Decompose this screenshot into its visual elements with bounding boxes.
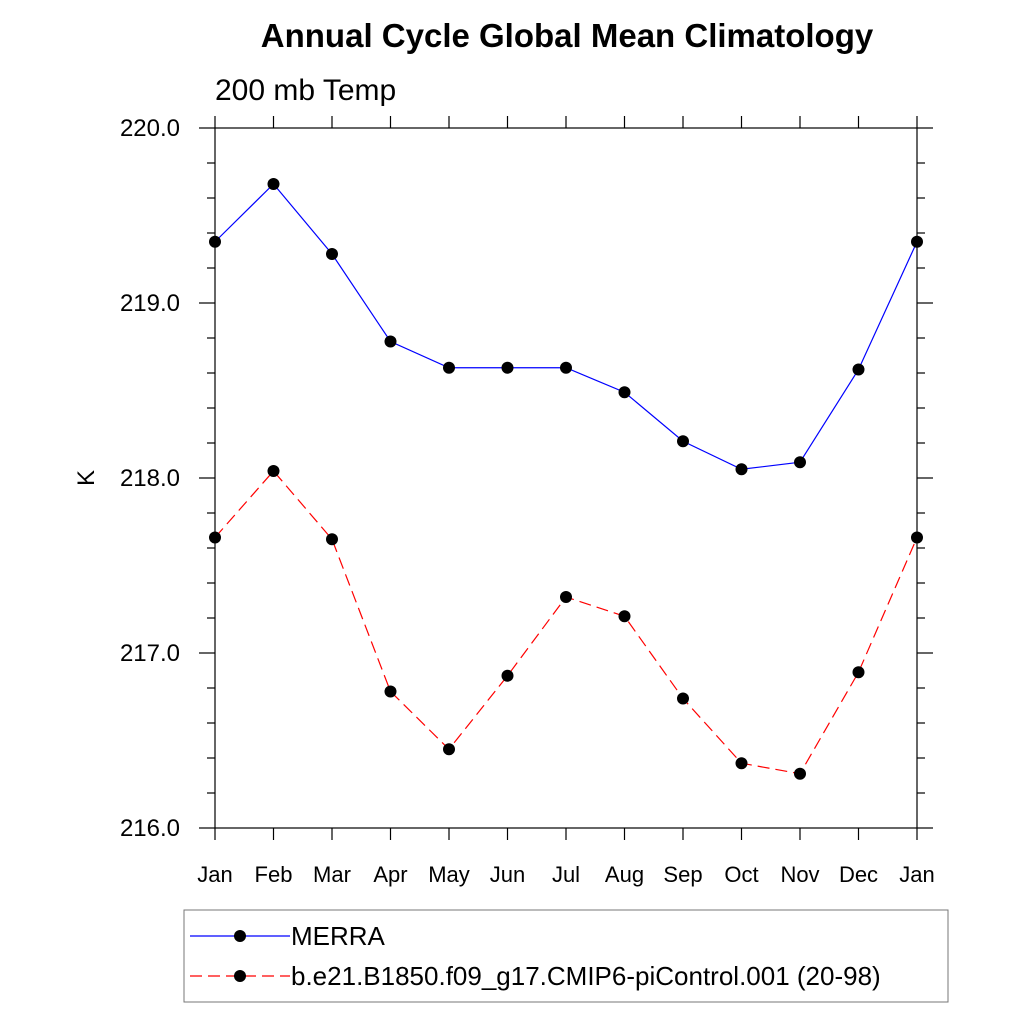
y-tick-label: 216.0 [120,815,180,842]
data-point [852,363,865,376]
data-point [267,465,280,477]
y-tick-labels: 216.0 217.0 218.0 219.0 220.0 [120,115,180,842]
y-tick-label: 219.0 [120,290,180,317]
data-point [560,591,572,603]
x-tick-label: Nov [780,862,819,887]
legend-marker-1 [234,930,246,942]
y-tick-label: 220.0 [120,115,180,142]
data-point [267,178,280,190]
x-tick-label: Jan [197,862,232,887]
x-tick-label: Aug [605,862,644,887]
legend-item-1: MERRA [190,921,386,951]
data-point [443,743,455,756]
series-line-2 [214,470,918,775]
data-point [326,248,338,260]
legend-label-1: MERRA [291,921,386,951]
x-tick-label: Jul [552,862,580,887]
data-point [618,386,631,399]
x-tick-label: Dec [839,862,878,887]
axis-ticks [199,116,933,840]
data-point [911,235,923,248]
x-tick-labels: Jan Feb Mar Apr May Jun Jul Aug Sep Oct Nov Dec Jan [197,862,934,887]
x-tick-label: Sep [663,862,702,887]
data-point [501,361,514,374]
series-line-1 [214,183,918,470]
x-tick-label: May [428,862,470,887]
data-point [794,767,806,780]
data-point [677,435,689,448]
x-tick-label: Oct [724,862,758,887]
data-point [384,335,397,348]
series-1 [209,178,923,476]
legend-marker-2 [234,970,246,982]
data-point [560,361,572,374]
legend-label-2: b.e21.B1850.f09_g17.CMIP6-piControl.001 … [291,961,881,991]
data-point [735,757,748,770]
data-point [209,235,221,248]
chart-title: Annual Cycle Global Mean Climatology [261,17,874,54]
y-axis-label: K [73,470,100,486]
series-layer [209,178,923,780]
data-point [326,533,338,546]
data-point [209,531,221,544]
data-point [677,692,689,705]
data-point [384,685,397,698]
plot-frame [214,127,918,829]
x-tick-label: Mar [313,862,351,887]
data-point [735,463,748,476]
x-tick-label: Apr [373,862,407,887]
y-tick-label: 217.0 [120,640,180,667]
x-tick-label: Jan [899,862,934,887]
y-tick-label: 218.0 [120,465,180,492]
data-point [618,610,631,623]
series-2 [209,465,923,780]
legend-item-2: b.e21.B1850.f09_g17.CMIP6-piControl.001 … [190,961,881,991]
legend-box [183,909,949,1003]
chart-subtitle: 200 mb Temp [215,74,396,107]
data-point [443,361,455,374]
data-point [794,456,806,469]
x-tick-label: Jun [490,862,525,887]
x-tick-label: Feb [255,862,293,887]
data-point [911,531,923,544]
legend: MERRA b.e21.B1850.f09_g17.CMIP6-piContro… [183,909,949,1003]
data-point [852,666,865,679]
data-point [501,669,514,682]
